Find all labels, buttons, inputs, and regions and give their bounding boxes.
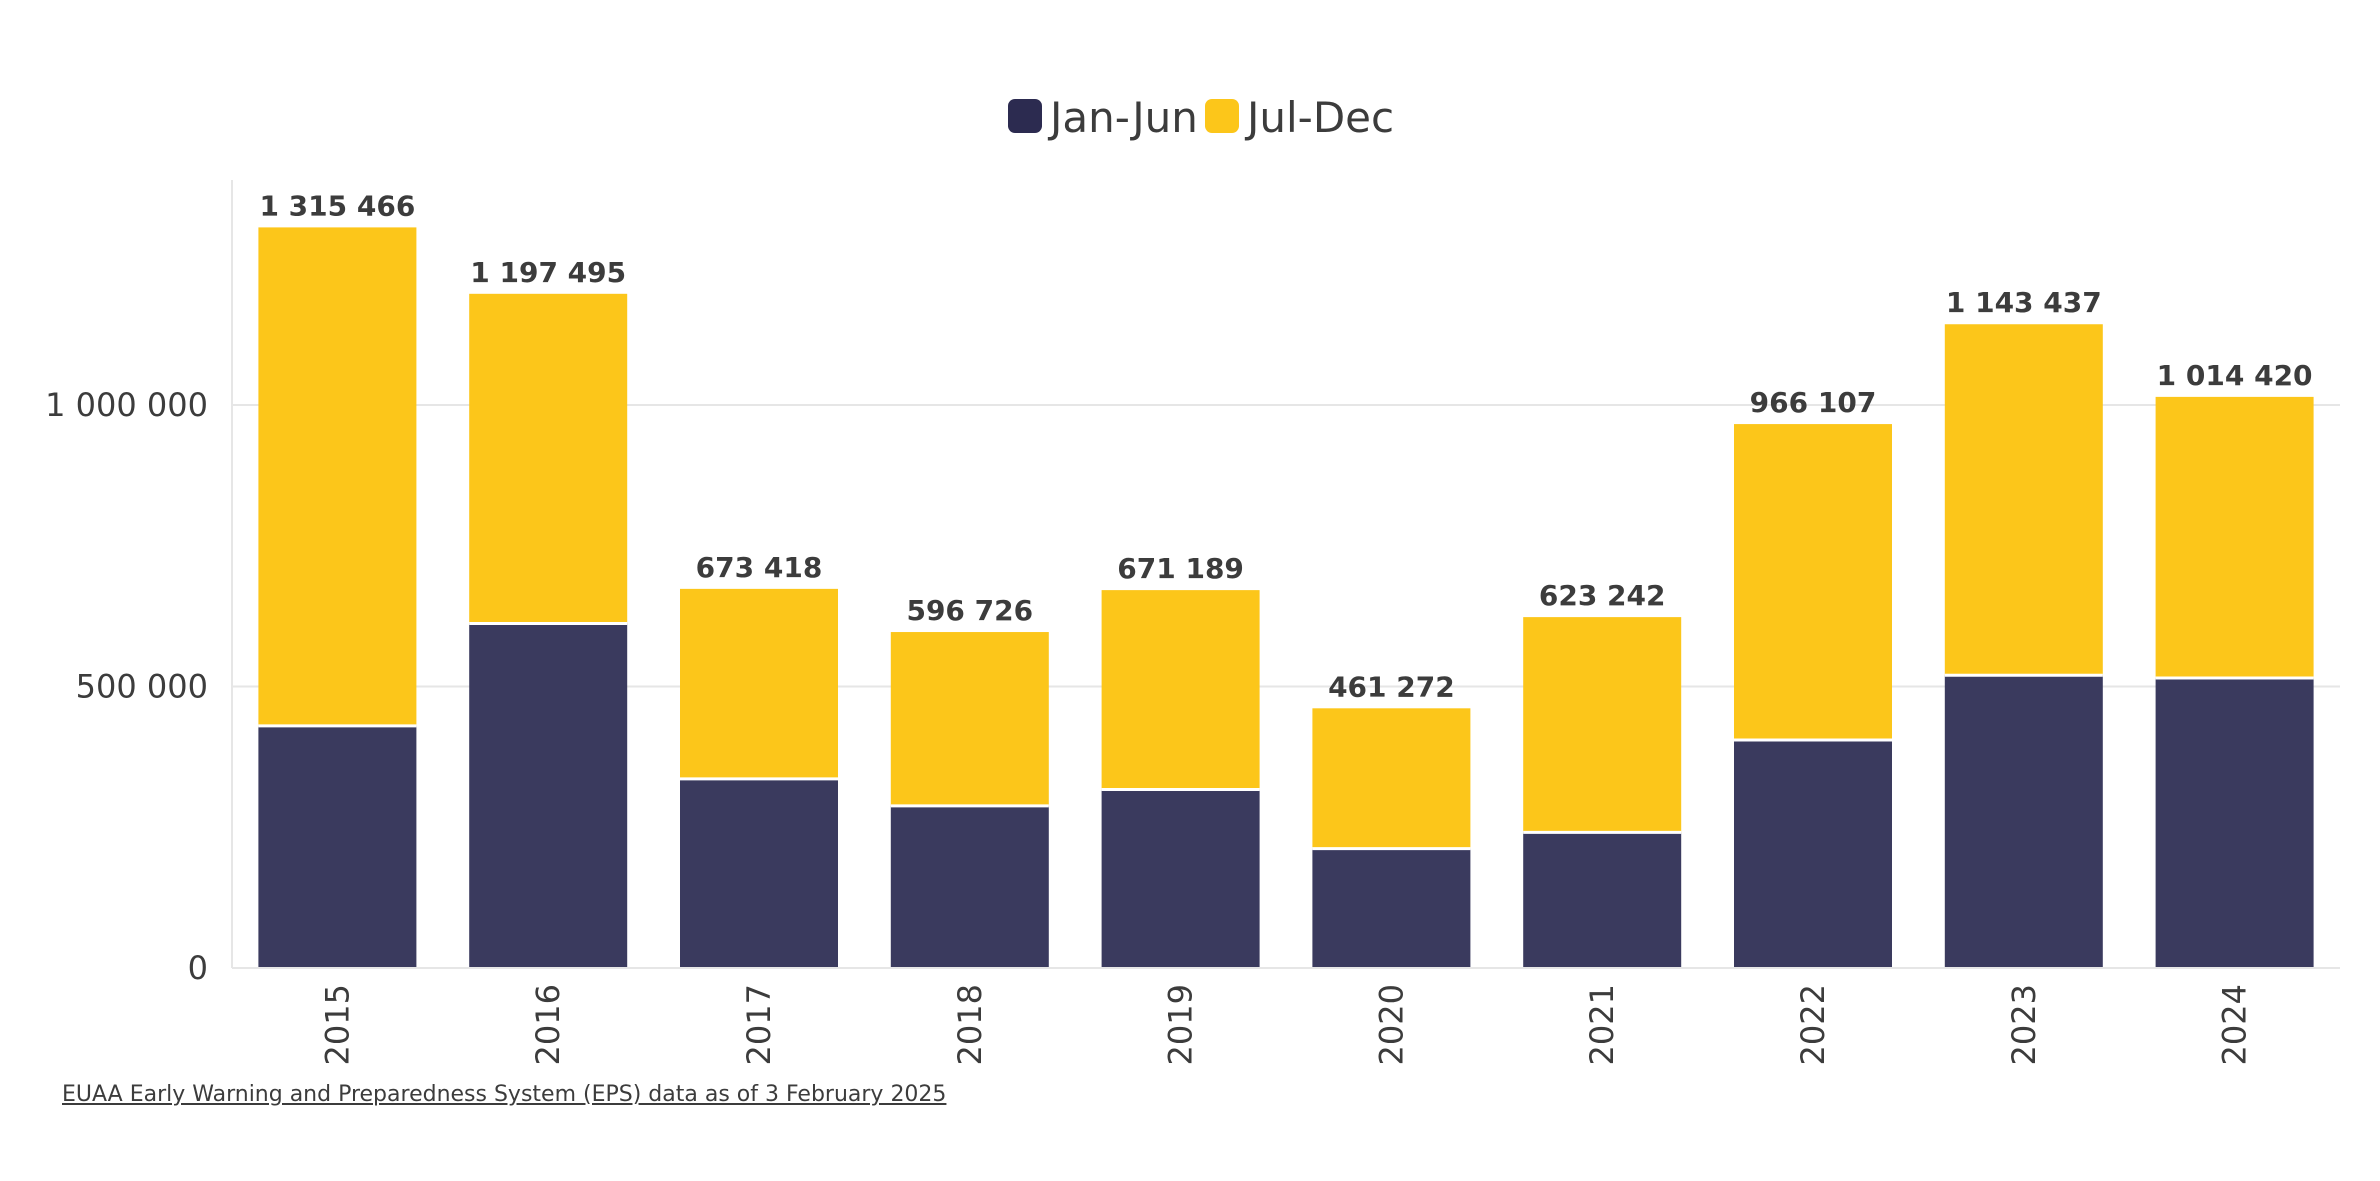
bar-jan-jun[interactable]	[1734, 739, 1892, 968]
x-tick-label: 2015	[318, 984, 356, 1065]
x-tick-label: 2019	[1162, 984, 1200, 1065]
bar-jan-jun[interactable]	[890, 805, 1049, 968]
bar-jan-jun[interactable]	[1101, 789, 1260, 968]
bar-jan-jun[interactable]	[258, 725, 417, 968]
y-axis: 0 500 000 1 000 000	[45, 180, 233, 987]
bar-jul-dec[interactable]	[680, 588, 838, 779]
bars: 1 315 466 1 197 495 673 418 596 726 671 189 4…	[258, 189, 2314, 968]
bar-jul-dec[interactable]	[1734, 424, 1892, 740]
total-data-label: 966 107	[1750, 386, 1877, 419]
x-tick-label: 2016	[529, 984, 567, 1065]
bar-group-2020: 461 272	[1312, 670, 1471, 968]
total-data-label: 1 315 466	[259, 189, 415, 222]
y-tick-label: 0	[188, 949, 208, 987]
y-tick-label: 1 000 000	[45, 386, 208, 424]
bar-jul-dec[interactable]	[2155, 396, 2314, 679]
x-tick-label: 2023	[2005, 984, 2043, 1065]
bar-jul-dec[interactable]	[1523, 617, 1682, 833]
bar-jan-jun[interactable]	[1944, 675, 2103, 968]
bar-jul-dec[interactable]	[258, 227, 417, 726]
legend-label-jul-dec[interactable]: Jul-Dec	[1244, 93, 1394, 142]
total-data-label: 461 272	[1328, 670, 1455, 703]
bar-jul-dec[interactable]	[1312, 708, 1471, 849]
source-link[interactable]: EUAA Early Warning and Preparedness Syst…	[62, 1082, 947, 1107]
legend-label-jan-jun[interactable]: Jan-Jun	[1047, 93, 1198, 142]
bar-group-2024: 1 014 420	[2155, 359, 2314, 968]
bar-group-2019: 671 189	[1101, 552, 1260, 968]
total-data-label: 1 143 437	[1946, 286, 2102, 319]
bar-jul-dec[interactable]	[469, 293, 628, 624]
bar-group-2015: 1 315 466	[258, 189, 417, 968]
bar-group-2018: 596 726	[890, 594, 1049, 968]
x-tick-label: 2021	[1583, 984, 1621, 1065]
x-tick-label: 2020	[1372, 984, 1410, 1065]
bar-group-2022: 966 107	[1734, 386, 1892, 968]
bar-jan-jun[interactable]	[469, 623, 628, 968]
legend-swatch-jul-dec[interactable]	[1205, 99, 1239, 133]
y-tick-label: 500 000	[76, 668, 208, 706]
bar-jul-dec[interactable]	[890, 632, 1049, 806]
x-tick-label: 2022	[1794, 984, 1832, 1065]
bar-group-2021: 623 242	[1523, 579, 1682, 968]
bar-jan-jun[interactable]	[1523, 832, 1682, 968]
legend-swatch-jan-jun[interactable]	[1008, 99, 1042, 133]
bar-jan-jun[interactable]	[2155, 678, 2314, 968]
x-tick-label: 2018	[951, 984, 989, 1065]
chart-legend: Jan-Jun Jul-Dec	[1008, 93, 1394, 142]
total-data-label: 623 242	[1539, 579, 1666, 612]
x-axis: 2015 2016 2017 2018 2019 2020 2021 2022 2023 2024	[232, 967, 2340, 1065]
bar-jul-dec[interactable]	[1944, 324, 2103, 676]
total-data-label: 596 726	[906, 594, 1033, 627]
total-data-label: 671 189	[1117, 552, 1244, 585]
total-data-label: 1 014 420	[2157, 359, 2313, 392]
bar-group-2016: 1 197 495	[469, 256, 628, 968]
bar-group-2017: 673 418	[680, 551, 838, 968]
total-data-label: 673 418	[696, 551, 823, 584]
x-tick-label: 2024	[2216, 984, 2254, 1065]
bar-group-2023: 1 143 437	[1944, 286, 2103, 968]
bar-jan-jun[interactable]	[680, 778, 838, 968]
bar-jan-jun[interactable]	[1312, 848, 1471, 968]
total-data-label: 1 197 495	[470, 256, 626, 289]
bar-jul-dec[interactable]	[1101, 590, 1260, 790]
x-tick-label: 2017	[740, 984, 778, 1065]
